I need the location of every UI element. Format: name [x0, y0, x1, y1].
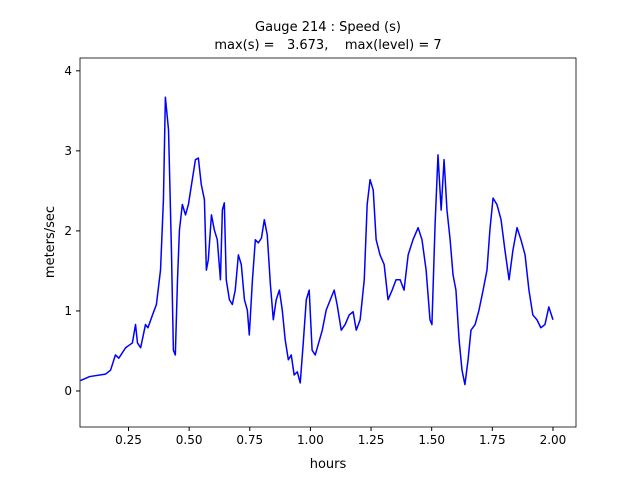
y-tick-label: 4 [64, 64, 72, 78]
y-tick-label: 2 [64, 224, 72, 238]
x-tick-label: 1.25 [358, 433, 385, 447]
data-line [80, 96, 554, 386]
plot-frame [79, 57, 577, 428]
y-tick-label: 3 [64, 144, 72, 158]
x-tick-label: 1.50 [418, 433, 445, 447]
y-tick-label: 1 [64, 304, 72, 318]
x-tick-label: 0.25 [115, 433, 142, 447]
y-axis-label: meters/sec [43, 206, 58, 278]
x-tick-label: 0.50 [176, 433, 203, 447]
x-tick-label: 0.75 [236, 433, 263, 447]
y-tick-label: 0 [64, 384, 72, 398]
chart-subtitle: max(s) = 3.673, max(level) = 7 [214, 38, 441, 53]
x-tick-label: 1.00 [297, 433, 324, 447]
x-axis-label: hours [310, 457, 347, 472]
x-tick-label: 2.00 [540, 433, 567, 447]
x-tick-label: 1.75 [479, 433, 506, 447]
chart-title: Gauge 214 : Speed (s) [255, 20, 401, 35]
